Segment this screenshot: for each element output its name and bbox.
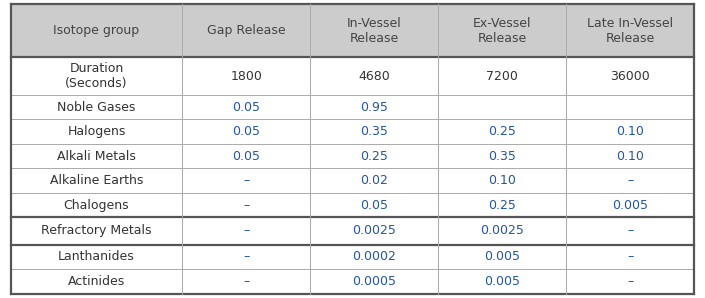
Text: 0.005: 0.005 [613, 198, 649, 212]
Bar [439, 245, 566, 269]
Text: –: – [627, 250, 634, 263]
Text: Duration
(Seconds): Duration (Seconds) [66, 62, 128, 90]
Bar [310, 168, 439, 193]
Text: Halogens: Halogens [67, 125, 125, 138]
Bar [310, 4, 439, 57]
Text: Isotope group: Isotope group [54, 24, 140, 38]
Bar [11, 269, 183, 294]
Text: 0.95: 0.95 [360, 101, 388, 114]
Text: Late In-Vessel
Release: Late In-Vessel Release [587, 17, 673, 45]
Bar [310, 144, 439, 168]
Bar [11, 119, 183, 144]
Text: 0.35: 0.35 [489, 150, 516, 163]
Bar [11, 144, 183, 168]
Text: –: – [243, 275, 250, 288]
Text: 0.0025: 0.0025 [352, 224, 396, 238]
Text: Gap Release: Gap Release [207, 24, 286, 38]
Text: –: – [243, 198, 250, 212]
Bar [11, 193, 183, 217]
Text: 36000: 36000 [611, 70, 650, 83]
Bar [11, 57, 183, 95]
Bar [183, 95, 310, 119]
Bar [11, 245, 183, 269]
Bar [566, 57, 694, 95]
Text: 0.05: 0.05 [233, 101, 260, 114]
Bar [183, 168, 310, 193]
Bar [439, 119, 566, 144]
Bar [183, 269, 310, 294]
Bar [439, 144, 566, 168]
Bar [439, 193, 566, 217]
Bar [439, 95, 566, 119]
Text: Alkaline Earths: Alkaline Earths [50, 174, 143, 187]
Text: 0.005: 0.005 [484, 250, 520, 263]
Bar [183, 217, 310, 245]
Bar [439, 57, 566, 95]
Text: 0.05: 0.05 [233, 125, 260, 138]
Bar [310, 95, 439, 119]
Text: Noble Gases: Noble Gases [57, 101, 135, 114]
Text: 0.10: 0.10 [616, 150, 644, 163]
Text: 0.0005: 0.0005 [352, 275, 396, 288]
Text: In-Vessel
Release: In-Vessel Release [347, 17, 402, 45]
Bar [11, 4, 183, 57]
Text: 0.10: 0.10 [616, 125, 644, 138]
Text: –: – [243, 224, 250, 238]
Text: 4680: 4680 [359, 70, 391, 83]
Bar [310, 245, 439, 269]
Bar [566, 168, 694, 193]
Bar [439, 217, 566, 245]
Text: Alkali Metals: Alkali Metals [57, 150, 136, 163]
Bar [310, 57, 439, 95]
Bar [566, 95, 694, 119]
Bar [183, 119, 310, 144]
Bar [11, 217, 183, 245]
Bar [11, 168, 183, 193]
Text: 0.02: 0.02 [360, 174, 388, 187]
Text: 0.25: 0.25 [489, 125, 516, 138]
Text: Refractory Metals: Refractory Metals [42, 224, 152, 238]
Text: 0.05: 0.05 [360, 198, 388, 212]
Text: –: – [243, 174, 250, 187]
Bar [310, 193, 439, 217]
Bar [183, 144, 310, 168]
Bar [183, 57, 310, 95]
Text: 1800: 1800 [231, 70, 262, 83]
Bar [310, 119, 439, 144]
Bar [566, 119, 694, 144]
Text: –: – [627, 174, 634, 187]
Text: –: – [627, 224, 634, 238]
Text: 0.35: 0.35 [360, 125, 388, 138]
Text: Ex-Vessel
Release: Ex-Vessel Release [473, 17, 532, 45]
Text: 0.05: 0.05 [233, 150, 260, 163]
Bar [310, 217, 439, 245]
Text: –: – [627, 275, 634, 288]
Bar [183, 193, 310, 217]
Bar [183, 245, 310, 269]
Bar [439, 4, 566, 57]
Bar [566, 217, 694, 245]
Text: 0.005: 0.005 [484, 275, 520, 288]
Text: 0.0002: 0.0002 [352, 250, 396, 263]
Bar [439, 168, 566, 193]
Text: 0.10: 0.10 [489, 174, 516, 187]
Bar [11, 95, 183, 119]
Text: 0.25: 0.25 [489, 198, 516, 212]
Bar [566, 245, 694, 269]
Text: 7200: 7200 [486, 70, 518, 83]
Bar [566, 144, 694, 168]
Bar [183, 4, 310, 57]
Text: Chalogens: Chalogens [63, 198, 129, 212]
Bar [566, 193, 694, 217]
Bar [439, 269, 566, 294]
Text: Actinides: Actinides [68, 275, 125, 288]
Bar [310, 269, 439, 294]
Text: Lanthanides: Lanthanides [58, 250, 135, 263]
Bar [566, 4, 694, 57]
Text: 0.25: 0.25 [360, 150, 388, 163]
Bar [566, 269, 694, 294]
Text: 0.0025: 0.0025 [481, 224, 525, 238]
Text: –: – [243, 250, 250, 263]
